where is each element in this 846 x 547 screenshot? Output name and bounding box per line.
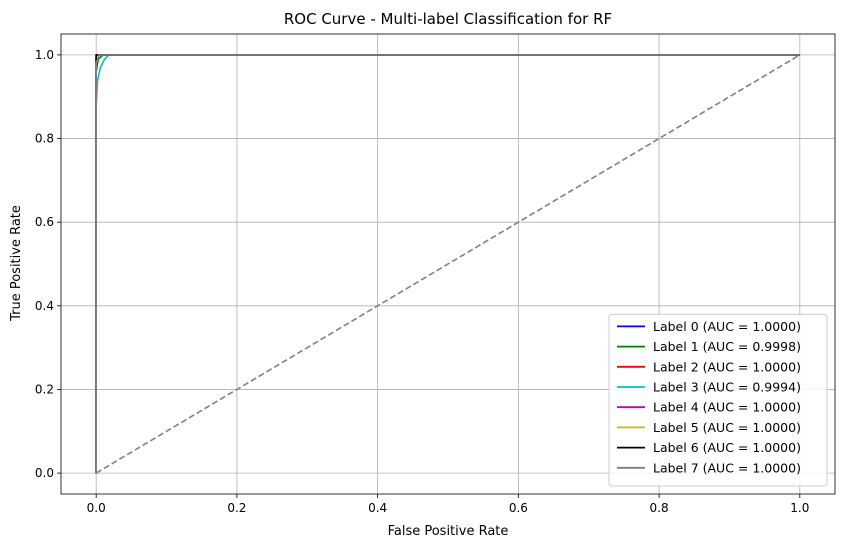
x-tick-label: 0.2 (227, 501, 246, 515)
legend-label: Label 6 (AUC = 1.0000) (653, 440, 801, 455)
x-tick-label: 0.8 (650, 501, 669, 515)
y-axis-ticks: 0.0 0.2 0.4 0.6 0.8 1.0 (35, 48, 61, 480)
legend-label: Label 4 (AUC = 1.0000) (653, 400, 801, 415)
x-tick-label: 1.0 (790, 501, 809, 515)
legend-label: Label 3 (AUC = 0.9994) (653, 380, 801, 395)
y-tick-label: 0.2 (35, 382, 54, 396)
y-tick-label: 1.0 (35, 48, 54, 62)
y-tick-label: 0.4 (35, 299, 54, 313)
x-tick-label: 0.0 (87, 501, 106, 515)
x-tick-label: 0.6 (509, 501, 528, 515)
legend: Label 0 (AUC = 1.0000) Label 1 (AUC = 0.9… (609, 314, 827, 486)
x-axis-ticks: 0.0 0.2 0.4 0.6 0.8 1.0 (87, 494, 810, 515)
y-tick-label: 0.8 (35, 132, 54, 146)
legend-label: Label 7 (AUC = 1.0000) (653, 460, 801, 475)
x-tick-label: 0.4 (368, 501, 387, 515)
chart-title: ROC Curve - Multi-label Classification f… (284, 10, 612, 28)
legend-label: Label 2 (AUC = 1.0000) (653, 359, 801, 374)
y-tick-label: 0.0 (35, 466, 54, 480)
y-axis-label: True Positive Rate (9, 205, 24, 322)
legend-label: Label 0 (AUC = 1.0000) (653, 319, 801, 334)
legend-label: Label 1 (AUC = 0.9998) (653, 339, 801, 354)
x-axis-label: False Positive Rate (388, 524, 509, 539)
legend-label: Label 5 (AUC = 1.0000) (653, 420, 801, 435)
y-tick-label: 0.6 (35, 215, 54, 229)
